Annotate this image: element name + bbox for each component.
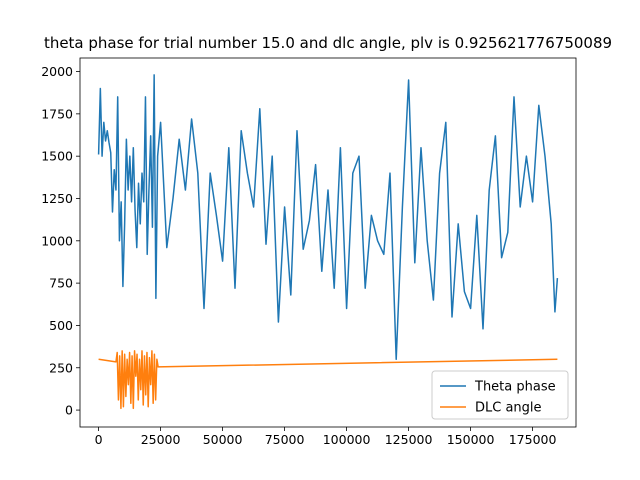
- y-tick-label-5: 1250: [41, 191, 73, 206]
- y-tick-label-7: 1750: [41, 106, 73, 121]
- y-tick-label-6: 1500: [41, 149, 73, 164]
- legend: Theta phase DLC angle: [431, 370, 569, 420]
- axes-background: [80, 58, 576, 427]
- plot-area: 0 25000 50000 75000 100000 125000 150000 175000…: [41, 57, 577, 447]
- y-tick-label-3: 750: [49, 276, 73, 291]
- chart-title: theta phase for trial number 15.0 and dl…: [44, 34, 612, 52]
- x-tick-label-3: 75000: [265, 432, 305, 447]
- axes-frame: [79, 57, 577, 428]
- y-tick-label-0: 0: [65, 403, 73, 418]
- legend-entries: Theta phase DLC angle: [440, 380, 556, 416]
- x-tick-label-6: 150000: [447, 432, 495, 447]
- series-layer: [97, 74, 559, 410]
- y-tick-label-1: 250: [49, 360, 73, 375]
- x-tick-label-5: 125000: [385, 432, 433, 447]
- x-tick-label-2: 50000: [203, 432, 243, 447]
- series-line-2: [98, 350, 558, 410]
- y-tick-label-4: 1000: [41, 233, 73, 248]
- legend-label-1: Theta phase: [474, 380, 556, 395]
- x-tick-label-7: 175000: [509, 432, 557, 447]
- x-tick-label-1: 25000: [141, 432, 181, 447]
- series-line-1: [97, 74, 559, 361]
- y-tick-label-2: 500: [49, 318, 73, 333]
- tick-layer: 0 25000 50000 75000 100000 125000 150000 175000…: [41, 64, 556, 447]
- legend-label-2: DLC angle: [475, 401, 542, 416]
- x-tick-label-4: 100000: [323, 432, 371, 447]
- y-tick-label-8: 2000: [41, 64, 73, 79]
- x-tick-label-0: 0: [95, 432, 103, 447]
